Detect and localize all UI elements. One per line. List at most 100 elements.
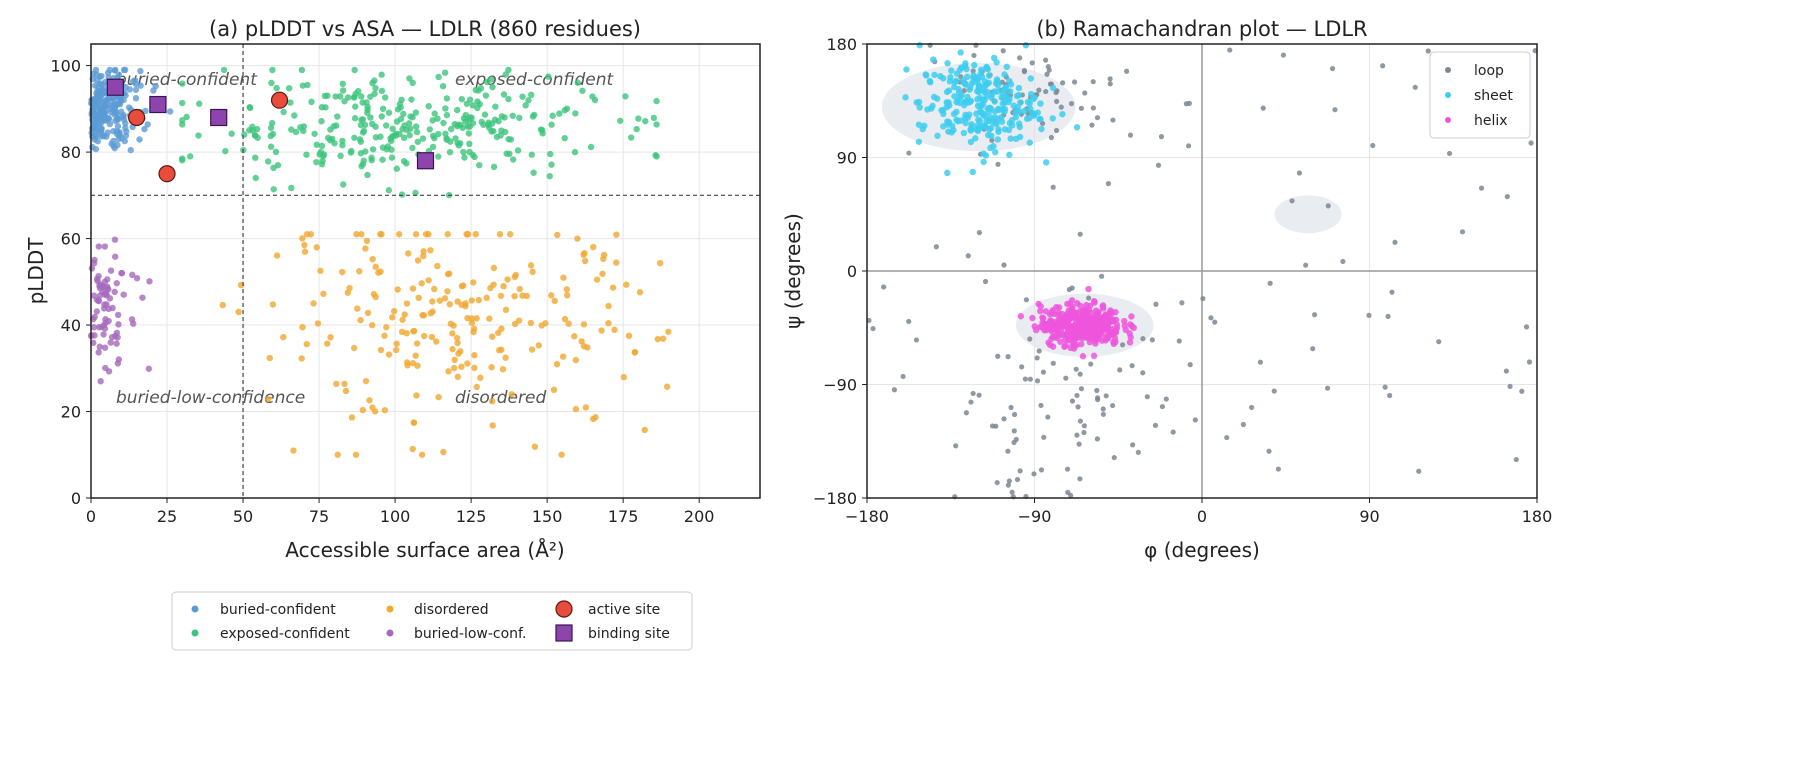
point-disordered — [266, 354, 273, 362]
point-exposed-confident — [519, 93, 526, 100]
point-exposed-confident — [545, 73, 552, 80]
point-sheet — [957, 49, 964, 56]
point-sheet — [999, 106, 1006, 113]
point-helix — [1121, 322, 1128, 330]
point-disordered — [489, 422, 496, 429]
point-sheet — [976, 108, 984, 115]
point-sheet — [990, 142, 997, 150]
point-exposed-confident — [455, 142, 463, 149]
point-helix — [1128, 313, 1135, 320]
point-exposed-confident — [407, 113, 414, 120]
point-disordered — [580, 321, 588, 328]
point-exposed-confident — [186, 153, 194, 160]
point-exposed-confident — [318, 118, 325, 125]
point-exposed-confident — [316, 151, 323, 158]
legend-label-binding-site: binding site — [588, 626, 670, 642]
point-buried-confident — [113, 128, 121, 135]
point-disordered — [364, 309, 372, 317]
point-loop — [1082, 90, 1088, 96]
point-exposed-confident — [506, 150, 513, 158]
point-loop — [1144, 394, 1150, 400]
point-sheet — [956, 99, 964, 107]
point-helix — [1068, 297, 1076, 304]
point-helix — [1039, 314, 1046, 321]
point-buried-confident — [91, 136, 98, 143]
point-exposed-confident — [498, 113, 506, 120]
legend-label-helix: helix — [1474, 113, 1508, 129]
point-loop — [999, 79, 1005, 85]
point-buried-confident — [132, 95, 140, 102]
x-tick-label: 75 — [309, 507, 329, 526]
point-exposed-confident — [482, 92, 490, 99]
point-loop — [1041, 434, 1047, 440]
point-exposed-confident — [358, 93, 365, 100]
point-exposed-confident — [514, 147, 522, 154]
point-exposed-confident — [379, 144, 387, 151]
point-loop — [1053, 127, 1060, 134]
point-exposed-confident — [530, 169, 537, 176]
point-disordered — [464, 314, 471, 322]
point-sheet — [951, 78, 958, 86]
series-helix — [1017, 285, 1137, 360]
point-sheet — [902, 94, 909, 101]
point-exposed-confident — [490, 163, 498, 171]
point-loop — [1038, 402, 1044, 409]
point-disordered — [547, 292, 555, 299]
panel-a-ticks: 0 25 50 75 100 125 150 175 200 0 20 40 60 80 100 — [50, 57, 714, 526]
point-sheet — [931, 71, 938, 79]
point-loop — [1119, 342, 1126, 348]
point-disordered — [563, 292, 571, 299]
point-disordered — [578, 338, 585, 345]
point-loop — [1048, 134, 1054, 141]
point-exposed-confident — [341, 98, 348, 105]
point-exposed-confident — [412, 109, 420, 116]
point-exposed-confident — [633, 125, 640, 133]
point-loop — [1149, 337, 1155, 343]
point-disordered — [383, 324, 390, 331]
point-exposed-confident — [475, 87, 482, 94]
point-disordered — [310, 300, 317, 307]
point-disordered — [454, 339, 461, 347]
point-disordered — [403, 300, 411, 307]
point-disordered — [353, 231, 360, 238]
point-disordered — [613, 259, 620, 266]
point-exposed-confident — [406, 75, 413, 82]
point-exposed-confident — [572, 110, 579, 117]
point-loop — [1063, 375, 1069, 381]
point-exposed-confident — [409, 79, 416, 87]
point-helix — [1062, 336, 1069, 343]
point-loop — [1186, 100, 1192, 106]
point-sheet — [977, 102, 984, 109]
point-buried-low-conf — [113, 280, 120, 287]
point-disordered — [454, 373, 462, 381]
point-buried-low-conf — [129, 271, 136, 279]
point-disordered — [219, 301, 226, 309]
point-exposed-confident — [525, 97, 532, 104]
point-loop — [1140, 370, 1146, 376]
point-loop — [891, 387, 898, 393]
point-sheet — [934, 132, 941, 139]
point-sheet — [960, 129, 968, 137]
point-sheet — [967, 127, 975, 134]
x-tick-label: −90 — [1018, 507, 1052, 526]
legend-marker-loop — [1445, 67, 1451, 73]
point-buried-confident — [150, 87, 157, 94]
point-exposed-confident — [539, 130, 546, 137]
point-exposed-confident — [587, 143, 595, 151]
point-disordered — [324, 340, 331, 347]
point-helix — [1077, 302, 1084, 309]
panel-b-x-label: φ (degrees) — [1144, 538, 1260, 562]
point-disordered — [472, 231, 479, 238]
point-disordered — [280, 333, 287, 341]
point-exposed-confident — [268, 119, 276, 127]
point-buried-low-conf — [95, 349, 102, 356]
point-exposed-confident — [442, 130, 449, 137]
binding-site-marker — [149, 95, 167, 114]
point-sheet — [979, 96, 986, 104]
legend-marker-binding-site — [555, 624, 573, 642]
point-disordered — [381, 332, 388, 339]
point-disordered — [441, 295, 449, 302]
legend-item-buried-confident: buried-confident — [191, 602, 336, 618]
point-disordered — [444, 288, 451, 295]
point-exposed-confident — [435, 73, 442, 81]
